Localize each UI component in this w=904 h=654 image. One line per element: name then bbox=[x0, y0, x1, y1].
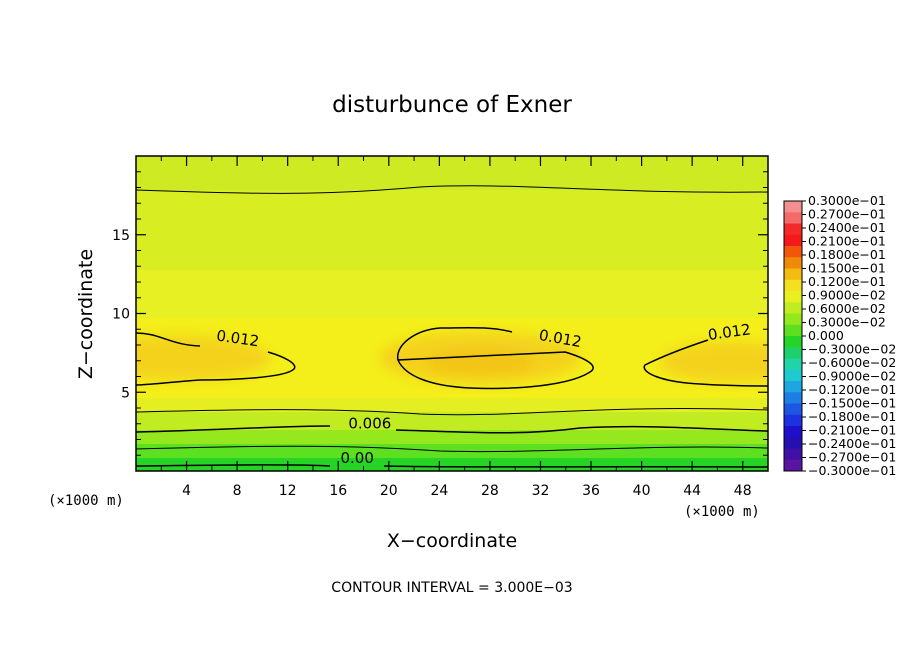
field-core-center-inner bbox=[425, 350, 535, 374]
x-tick-label: 16 bbox=[329, 483, 347, 499]
colorbar-swatch bbox=[784, 392, 802, 404]
contour-0009 bbox=[136, 408, 768, 416]
colorbar-label: −0.1800e−01 bbox=[808, 409, 896, 424]
contour-0012-left bbox=[136, 332, 296, 386]
colorbar-label: 0.9000e−02 bbox=[808, 288, 886, 303]
x-tick-label: 48 bbox=[734, 483, 752, 499]
x-tick-label: 12 bbox=[279, 483, 297, 499]
colorbar-swatch bbox=[784, 336, 802, 348]
chart-title: disturbunce of Exner bbox=[332, 92, 572, 118]
x-tick-label: 40 bbox=[633, 483, 651, 499]
contour-0012-right bbox=[643, 339, 768, 387]
colorbar-swatch bbox=[784, 212, 802, 224]
y-tick-label: 10 bbox=[112, 307, 130, 323]
colorbar-label: −0.6000e−02 bbox=[808, 355, 896, 370]
x-tick-label: 20 bbox=[380, 483, 398, 499]
colorbar-swatch bbox=[784, 246, 802, 258]
colorbar-label: −0.2400e−01 bbox=[808, 436, 896, 451]
x-tick-label: 24 bbox=[430, 483, 448, 499]
colorbar-label: 0.2100e−01 bbox=[808, 234, 886, 249]
colorbar-swatch bbox=[784, 279, 802, 292]
x-tick-label: 8 bbox=[233, 483, 242, 499]
colorbar-swatch bbox=[784, 324, 802, 337]
colorbar-label: 0.000 bbox=[808, 328, 844, 343]
contour-label: 0.006 bbox=[348, 414, 391, 432]
contour-0003 bbox=[136, 445, 768, 453]
y-tick-label: 5 bbox=[121, 385, 130, 401]
contour-0006 bbox=[136, 425, 768, 434]
colorbar-label: 0.1200e−01 bbox=[808, 274, 886, 289]
x-tick-label: 36 bbox=[582, 483, 600, 499]
colorbar: 0.3000e−010.2700e−010.2400e−010.2100e−01… bbox=[783, 193, 896, 478]
colorbar-swatch bbox=[784, 313, 802, 326]
contour-interval-note: CONTOUR INTERVAL = 3.000E−03 bbox=[331, 580, 572, 596]
colorbar-label: −0.2700e−01 bbox=[808, 450, 896, 465]
colorbar-swatch bbox=[784, 268, 802, 281]
colorbar-label: −0.2100e−01 bbox=[808, 423, 896, 438]
contour-label: 0.00 bbox=[340, 449, 373, 467]
exner-field bbox=[136, 156, 768, 471]
colorbar-label: −0.1500e−01 bbox=[808, 396, 896, 411]
x-tick-label: 44 bbox=[683, 483, 701, 499]
field-band-low5 bbox=[136, 458, 768, 471]
contour-top bbox=[136, 185, 768, 194]
colorbar-swatch bbox=[784, 369, 802, 382]
field-band-low2 bbox=[136, 412, 768, 434]
field-core-left bbox=[136, 336, 270, 380]
x-unit-right: (×1000 m) bbox=[684, 504, 760, 520]
field-band-low4 bbox=[136, 444, 768, 460]
colorbar-swatch bbox=[784, 459, 802, 472]
contour-label: 0.012 bbox=[707, 320, 752, 344]
colorbar-swatch bbox=[784, 223, 802, 236]
colorbar-label: 0.3000e−02 bbox=[808, 315, 886, 330]
colorbar-swatch bbox=[784, 358, 802, 371]
x-unit-left: (×1000 m) bbox=[48, 493, 124, 509]
colorbar-swatch bbox=[784, 302, 802, 314]
colorbar-label: 0.1800e−01 bbox=[808, 247, 886, 262]
colorbar-swatch bbox=[784, 426, 802, 438]
x-axis: 4 8 12 16 20 24 28 32 36 40 44 48 bbox=[160, 156, 752, 499]
colorbar-swatch bbox=[784, 381, 802, 393]
colorbar-swatch bbox=[784, 414, 802, 427]
colorbar-swatch bbox=[784, 347, 802, 359]
colorbar-swatch bbox=[784, 448, 802, 461]
colorbar-label: 0.2400e−01 bbox=[808, 220, 886, 235]
colorbar-label: 0.3000e−01 bbox=[808, 193, 886, 208]
colorbar-label: −0.9000e−02 bbox=[808, 369, 896, 384]
colorbar-swatch bbox=[784, 234, 802, 247]
x-tick-label: 28 bbox=[481, 483, 499, 499]
colorbar-label: −0.3000e−01 bbox=[808, 463, 896, 478]
colorbar-swatch bbox=[784, 437, 802, 449]
colorbar-swatch bbox=[784, 201, 802, 213]
field-band-low3 bbox=[136, 430, 768, 446]
x-axis-label: X−coordinate bbox=[387, 530, 517, 552]
colorbar-label: 0.6000e−02 bbox=[808, 301, 886, 316]
contour-0000 bbox=[136, 464, 768, 468]
contour-label: 0.012 bbox=[215, 327, 260, 351]
colorbar-label: 0.2700e−01 bbox=[808, 207, 886, 222]
y-axis-label: Z−coordinate bbox=[75, 249, 97, 379]
field-band-upper bbox=[136, 190, 768, 280]
contour-0012-center bbox=[396, 326, 594, 390]
colorbar-swatch bbox=[784, 291, 802, 303]
colorbar-label: −0.1200e−01 bbox=[808, 382, 896, 397]
x-tick-label: 4 bbox=[182, 483, 191, 499]
colorbar-swatch bbox=[784, 403, 802, 416]
y-tick-label: 15 bbox=[112, 228, 130, 244]
y-axis: 5 10 15 bbox=[112, 171, 768, 456]
colorbar-label: −0.3000e−02 bbox=[808, 342, 896, 357]
field-core-right bbox=[660, 342, 768, 382]
colorbar-label: 0.1500e−01 bbox=[808, 261, 886, 276]
x-tick-label: 32 bbox=[532, 483, 550, 499]
colorbar-swatch bbox=[784, 257, 802, 269]
